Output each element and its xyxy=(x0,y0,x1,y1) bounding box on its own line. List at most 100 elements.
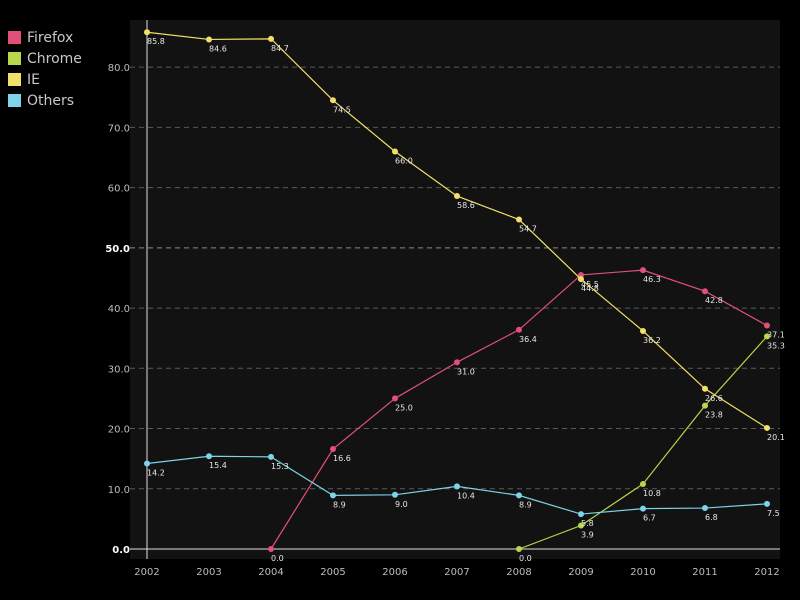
legend-swatch xyxy=(8,94,21,107)
data-point-chrome xyxy=(516,546,522,552)
legend-item-others[interactable]: Others xyxy=(8,90,82,111)
data-label-ie: 84.6 xyxy=(209,44,227,53)
data-label-firefox: 46.3 xyxy=(643,275,661,284)
x-tick-label: 2002 xyxy=(134,567,159,578)
data-label-ie: 54.7 xyxy=(519,225,537,234)
data-label-others: 8.9 xyxy=(519,500,532,509)
y-tick-label: 0.0 xyxy=(112,545,130,556)
y-tick-label: 50.0 xyxy=(105,244,130,255)
data-label-ie: 20.1 xyxy=(767,433,785,442)
data-label-others: 8.9 xyxy=(333,500,346,509)
legend-swatch xyxy=(8,31,21,44)
legend-swatch xyxy=(8,52,21,65)
x-tick-label: 2003 xyxy=(196,567,221,578)
x-tick-label: 2010 xyxy=(630,567,655,578)
data-point-chrome xyxy=(702,402,708,409)
data-point-others xyxy=(764,500,770,507)
data-point-firefox xyxy=(764,322,770,329)
data-point-ie xyxy=(144,29,150,36)
data-point-ie xyxy=(454,193,460,200)
data-point-firefox xyxy=(516,326,522,333)
x-tick-label: 2008 xyxy=(506,567,531,578)
data-label-ie: 36.2 xyxy=(643,336,661,345)
data-point-others xyxy=(578,511,584,518)
data-label-chrome: 0.0 xyxy=(519,554,532,563)
legend-label: IE xyxy=(27,71,40,88)
data-point-chrome xyxy=(640,480,646,487)
x-tick-label: 2012 xyxy=(754,567,779,578)
plot-background xyxy=(130,20,780,559)
data-label-firefox: 16.6 xyxy=(333,454,351,463)
data-label-ie: 58.6 xyxy=(457,201,475,210)
data-point-others xyxy=(392,491,398,498)
legend-item-ie[interactable]: IE xyxy=(8,69,82,90)
legend-label: Others xyxy=(27,92,75,109)
legend-label: Chrome xyxy=(27,50,82,67)
data-point-others xyxy=(516,492,522,499)
y-tick-label: 30.0 xyxy=(108,364,130,375)
data-label-firefox: 45.5 xyxy=(581,280,599,289)
data-label-chrome: 23.8 xyxy=(705,411,723,420)
data-label-chrome: 3.9 xyxy=(581,531,594,540)
data-point-chrome xyxy=(764,333,770,340)
data-point-others xyxy=(454,483,460,490)
data-label-firefox: 31.0 xyxy=(457,367,475,376)
data-label-firefox: 37.1 xyxy=(767,331,785,340)
data-label-others: 6.8 xyxy=(705,513,718,522)
y-tick-label: 70.0 xyxy=(108,123,130,134)
data-point-others xyxy=(702,505,708,512)
data-label-chrome: 10.8 xyxy=(643,489,661,498)
x-tick-label: 2011 xyxy=(692,567,717,578)
data-label-others: 14.2 xyxy=(147,468,165,477)
legend-label: Firefox xyxy=(27,29,74,46)
data-point-ie xyxy=(578,276,584,283)
data-label-ie: 44.8 xyxy=(581,284,599,293)
data-label-others: 7.5 xyxy=(767,509,780,518)
data-point-others xyxy=(144,460,150,467)
data-point-ie xyxy=(268,35,274,42)
x-tick-label: 2004 xyxy=(258,567,283,578)
data-point-firefox xyxy=(640,267,646,274)
data-label-firefox: 0.0 xyxy=(271,554,284,563)
data-point-others xyxy=(268,453,274,460)
data-label-ie: 84.7 xyxy=(271,44,289,53)
legend-item-firefox[interactable]: Firefox xyxy=(8,27,82,48)
x-tick-label: 2009 xyxy=(568,567,593,578)
data-point-firefox xyxy=(330,446,336,453)
data-point-ie xyxy=(206,36,212,43)
x-tick-label: 2006 xyxy=(382,567,407,578)
data-point-firefox xyxy=(702,288,708,295)
legend: Firefox Chrome IE Others xyxy=(8,27,82,111)
data-point-ie xyxy=(330,97,336,104)
data-label-ie: 74.5 xyxy=(333,105,351,114)
data-label-chrome: 35.3 xyxy=(767,341,785,350)
data-point-ie xyxy=(392,148,398,155)
x-tick-label: 2005 xyxy=(320,567,345,578)
data-label-others: 10.4 xyxy=(457,491,475,500)
data-point-ie xyxy=(764,424,770,431)
data-point-ie xyxy=(702,385,708,392)
data-label-ie: 85.8 xyxy=(147,37,165,46)
data-point-firefox xyxy=(268,546,274,552)
data-label-others: 9.0 xyxy=(395,500,408,509)
data-point-ie xyxy=(640,327,646,334)
data-label-others: 15.3 xyxy=(271,462,289,471)
y-tick-label: 60.0 xyxy=(108,184,130,195)
data-point-firefox xyxy=(392,395,398,402)
data-label-firefox: 25.0 xyxy=(395,403,413,412)
legend-swatch xyxy=(8,73,21,86)
data-point-others xyxy=(206,453,212,460)
data-label-others: 5.8 xyxy=(581,519,594,528)
data-point-chrome xyxy=(578,522,584,529)
data-label-others: 15.4 xyxy=(209,461,227,470)
data-label-firefox: 36.4 xyxy=(519,335,537,344)
y-tick-label: 40.0 xyxy=(108,304,130,315)
data-label-ie: 26.6 xyxy=(705,394,723,403)
data-label-others: 6.7 xyxy=(643,514,656,523)
data-point-others xyxy=(640,505,646,512)
legend-item-chrome[interactable]: Chrome xyxy=(8,48,82,69)
y-tick-label: 20.0 xyxy=(108,425,130,436)
y-tick-label: 10.0 xyxy=(108,485,130,496)
x-tick-label: 2007 xyxy=(444,567,469,578)
